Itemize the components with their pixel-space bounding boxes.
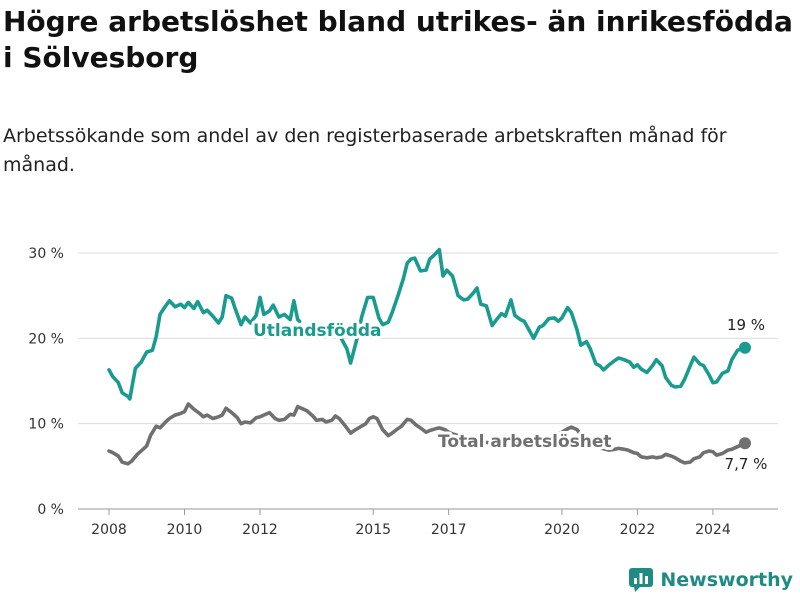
series-lines (107, 247, 751, 466)
x-tick-label: 2017 (431, 522, 467, 538)
end-value-utlandsfodda: 19 % (727, 316, 765, 334)
x-tick-label: 2012 (242, 522, 278, 538)
end-value-total: 7,7 % (725, 455, 768, 473)
series-label-utlandsfodda: Utlandsfödda (253, 321, 382, 341)
series-labels: Utlandsfödda Total arbetslöshet 19 % 7,7 % (250, 316, 768, 473)
x-tick-label: 2024 (695, 522, 731, 538)
x-tick-label: 2015 (355, 522, 391, 538)
series-line-utlandsfodda (107, 293, 302, 401)
y-tick-label: 0 % (37, 502, 64, 518)
chart-title: Högre arbetslöshet bland utrikes- än inr… (3, 5, 793, 74)
end-marker-total (739, 437, 751, 450)
y-gridlines: 0 % 10 % 20 % 30 % (28, 246, 778, 518)
series-line-utlandsfodda (339, 247, 747, 389)
x-axis: 2008 2010 2012 2015 2017 2020 2022 2024 (91, 509, 731, 538)
series-label-total: Total arbetslöshet (438, 432, 612, 452)
y-tick-label: 30 % (28, 246, 64, 262)
brand-name: Newsworthy (660, 569, 793, 591)
x-tick-label: 2022 (620, 522, 656, 538)
chart-logo-icon (629, 568, 654, 592)
brand-logo[interactable]: Newsworthy (628, 565, 793, 595)
end-marker-utlandsfodda (739, 341, 751, 354)
x-tick-label: 2020 (544, 522, 580, 538)
x-tick-label: 2008 (91, 522, 127, 538)
series-line-total (107, 402, 747, 466)
y-tick-label: 10 % (28, 417, 64, 433)
x-tick-label: 2010 (167, 522, 203, 538)
chart-subtitle: Arbetssökande som andel av den registerb… (3, 125, 727, 176)
y-tick-label: 20 % (28, 331, 64, 347)
